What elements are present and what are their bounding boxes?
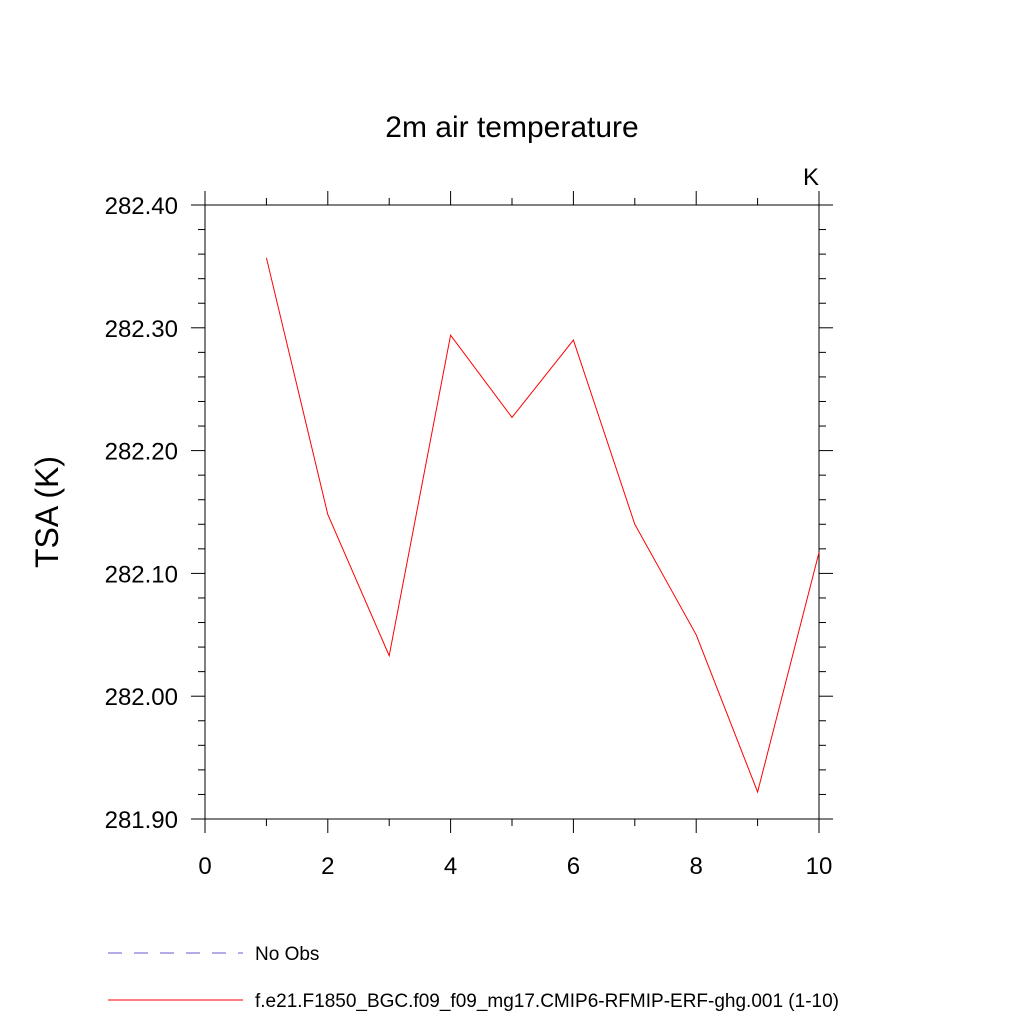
x-tick-label: 8 <box>690 853 703 880</box>
y-tick-label: 282.00 <box>105 684 178 711</box>
chart-title: 2m air temperature <box>385 111 638 144</box>
legend: No Obs f.e21.F1850_BGC.f09_f09_mg17.CMIP6… <box>108 944 839 1012</box>
y-tick-label: 282.20 <box>105 439 178 466</box>
y-axis-label: TSA (K) <box>29 456 65 568</box>
axis-ticks <box>191 191 833 833</box>
legend-label: No Obs <box>255 944 319 965</box>
x-tick-label: 0 <box>198 853 211 880</box>
y-tick-label: 282.30 <box>105 316 178 343</box>
legend-label: f.e21.F1850_BGC.f09_f09_mg17.CMIP6-RFMIP… <box>255 991 839 1012</box>
x-tick-label: 2 <box>321 853 334 880</box>
series-lines <box>265 257 820 794</box>
plot-frame <box>204 204 820 820</box>
x-tick-label: 6 <box>567 853 580 880</box>
series-line <box>265 257 820 794</box>
y-tick-label: 282.10 <box>105 561 178 588</box>
units-label: K <box>803 164 819 191</box>
y-tick-label: 281.90 <box>105 807 178 834</box>
x-tick-label: 10 <box>806 853 833 880</box>
y-tick-label: 282.40 <box>105 193 178 220</box>
x-tick-label: 4 <box>444 853 457 880</box>
axis-tick-labels: 0 2 4 6 8 10 281.90 282.00 282.10 282.20 282.30 282… <box>105 193 833 880</box>
